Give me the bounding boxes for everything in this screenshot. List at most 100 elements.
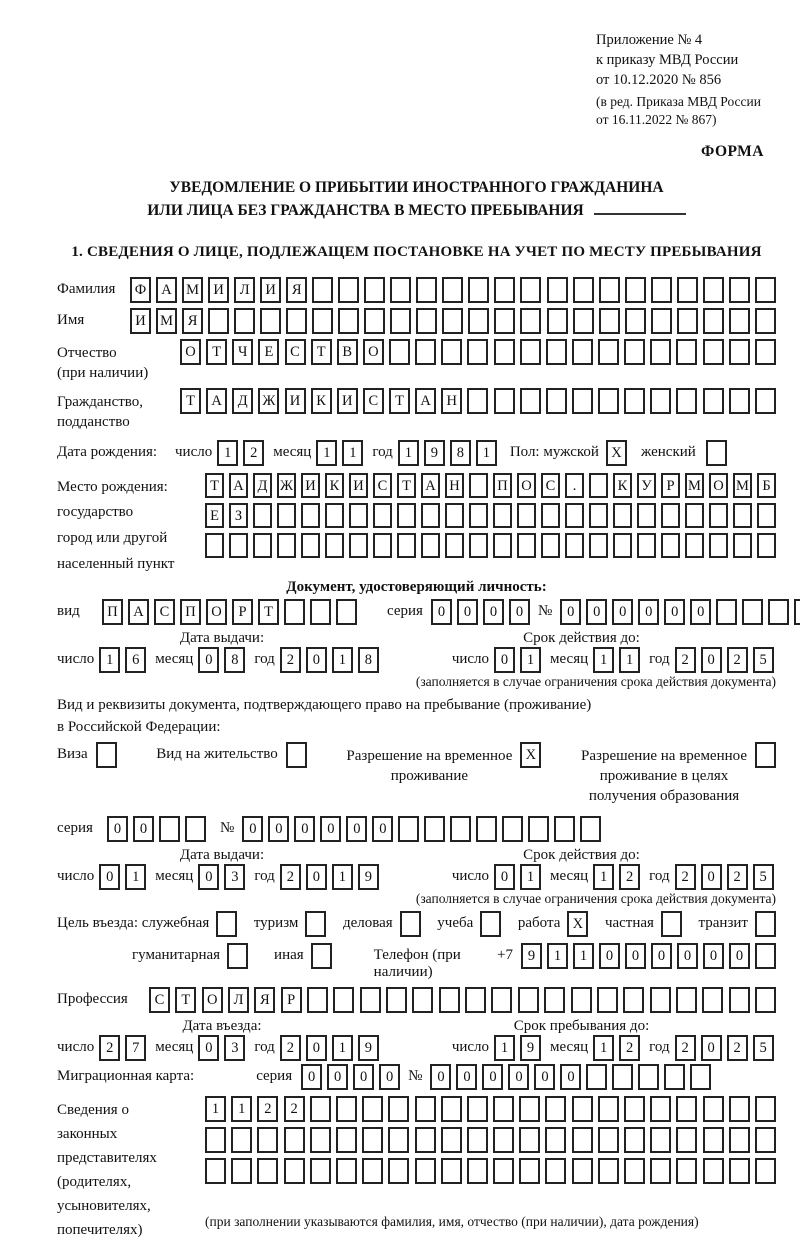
char-cell[interactable]	[545, 1158, 567, 1184]
char-cell[interactable]: 2	[279, 864, 301, 890]
char-cell[interactable]: X	[567, 911, 589, 937]
char-cell[interactable]	[754, 308, 776, 334]
char-cell[interactable]	[754, 987, 776, 1013]
char-cell[interactable]: 6	[125, 647, 147, 673]
char-cell[interactable]	[598, 308, 620, 334]
char-cell[interactable]	[554, 816, 576, 842]
char-cell[interactable]	[755, 943, 776, 969]
char-cell[interactable]	[742, 599, 764, 625]
char-cell[interactable]: К	[613, 473, 632, 498]
char-cell[interactable]: Н	[441, 388, 463, 414]
char-cell[interactable]: 0	[729, 943, 750, 969]
char-cell[interactable]	[702, 339, 724, 365]
char-cell[interactable]: 1	[619, 647, 641, 673]
char-cell[interactable]	[649, 987, 671, 1013]
char-cell[interactable]	[468, 277, 490, 303]
char-cell[interactable]: Н	[445, 473, 464, 498]
char-cell[interactable]	[205, 1127, 226, 1153]
char-cell[interactable]	[397, 503, 416, 528]
char-cell[interactable]: 2	[283, 1096, 305, 1122]
char-cell[interactable]: 5	[752, 864, 774, 890]
char-cell[interactable]: 0	[700, 864, 722, 890]
char-cell[interactable]	[676, 1096, 698, 1122]
char-cell[interactable]: О	[362, 339, 384, 365]
char-cell[interactable]	[362, 1127, 384, 1153]
char-cell[interactable]: А	[128, 599, 149, 625]
char-cell[interactable]: 3	[224, 1035, 246, 1061]
char-cell[interactable]	[546, 277, 568, 303]
char-cell[interactable]: 1	[331, 647, 353, 673]
char-cell[interactable]: 0	[700, 1035, 722, 1061]
char-cell[interactable]	[469, 533, 488, 558]
char-cell[interactable]: 0	[651, 943, 672, 969]
char-cell[interactable]	[702, 1158, 724, 1184]
char-cell[interactable]: 0	[320, 816, 342, 842]
char-cell[interactable]	[675, 987, 697, 1013]
char-cell[interactable]	[440, 1096, 462, 1122]
char-cell[interactable]	[398, 816, 420, 842]
char-cell[interactable]: 2	[674, 864, 696, 890]
char-cell[interactable]: 0	[494, 647, 516, 673]
char-cell[interactable]	[650, 308, 672, 334]
char-cell[interactable]	[754, 911, 776, 937]
char-cell[interactable]: 0	[508, 1064, 530, 1090]
char-cell[interactable]	[286, 308, 308, 334]
char-cell[interactable]	[728, 1158, 750, 1184]
char-cell[interactable]: С	[154, 599, 175, 625]
char-cell[interactable]: 0	[99, 864, 121, 890]
char-cell[interactable]	[597, 1096, 619, 1122]
char-cell[interactable]: 0	[690, 599, 712, 625]
char-cell[interactable]: Е	[205, 503, 224, 528]
char-cell[interactable]	[519, 388, 541, 414]
char-cell[interactable]: 1	[593, 647, 615, 673]
char-cell[interactable]: 2	[99, 1035, 121, 1061]
char-cell[interactable]	[565, 503, 584, 528]
char-cell[interactable]: 0	[198, 864, 220, 890]
char-cell[interactable]: И	[130, 308, 151, 334]
char-cell[interactable]	[596, 987, 618, 1013]
char-cell[interactable]	[571, 339, 593, 365]
char-cell[interactable]	[416, 277, 438, 303]
char-cell[interactable]: П	[102, 599, 123, 625]
char-cell[interactable]: 1	[520, 647, 542, 673]
char-cell[interactable]	[494, 277, 516, 303]
char-cell[interactable]	[589, 533, 608, 558]
char-cell[interactable]	[440, 1158, 462, 1184]
char-cell[interactable]: С	[373, 473, 392, 498]
char-cell[interactable]	[757, 533, 776, 558]
char-cell[interactable]	[702, 987, 724, 1013]
char-cell[interactable]: Ж	[277, 473, 296, 498]
char-cell[interactable]: 8	[224, 647, 246, 673]
char-cell[interactable]	[364, 308, 386, 334]
char-cell[interactable]	[650, 1127, 672, 1153]
char-cell[interactable]: Б	[757, 473, 776, 498]
char-cell[interactable]	[754, 339, 776, 365]
char-cell[interactable]	[159, 816, 180, 842]
char-cell[interactable]	[728, 339, 750, 365]
char-cell[interactable]	[450, 816, 472, 842]
char-cell[interactable]	[757, 503, 776, 528]
char-cell[interactable]: 0	[456, 1064, 478, 1090]
char-cell[interactable]	[690, 1064, 712, 1090]
char-cell[interactable]	[307, 987, 329, 1013]
char-cell[interactable]	[519, 1096, 541, 1122]
char-cell[interactable]	[702, 1127, 724, 1153]
char-cell[interactable]: Я	[286, 277, 308, 303]
char-cell[interactable]	[257, 1127, 279, 1153]
char-cell[interactable]: 1	[331, 864, 353, 890]
char-cell[interactable]	[571, 388, 593, 414]
char-cell[interactable]	[754, 1096, 776, 1122]
char-cell[interactable]	[309, 1096, 331, 1122]
char-cell[interactable]	[598, 339, 619, 365]
char-cell[interactable]	[624, 1127, 645, 1153]
char-cell[interactable]	[702, 277, 724, 303]
char-cell[interactable]	[253, 503, 272, 528]
char-cell[interactable]: 2	[279, 647, 301, 673]
char-cell[interactable]: 1	[331, 1035, 353, 1061]
char-cell[interactable]: 1	[494, 1035, 516, 1061]
char-cell[interactable]: А	[229, 473, 248, 498]
char-cell[interactable]	[362, 1096, 384, 1122]
char-cell[interactable]	[541, 503, 560, 528]
char-cell[interactable]: 0	[107, 816, 128, 842]
char-cell[interactable]	[545, 1096, 567, 1122]
